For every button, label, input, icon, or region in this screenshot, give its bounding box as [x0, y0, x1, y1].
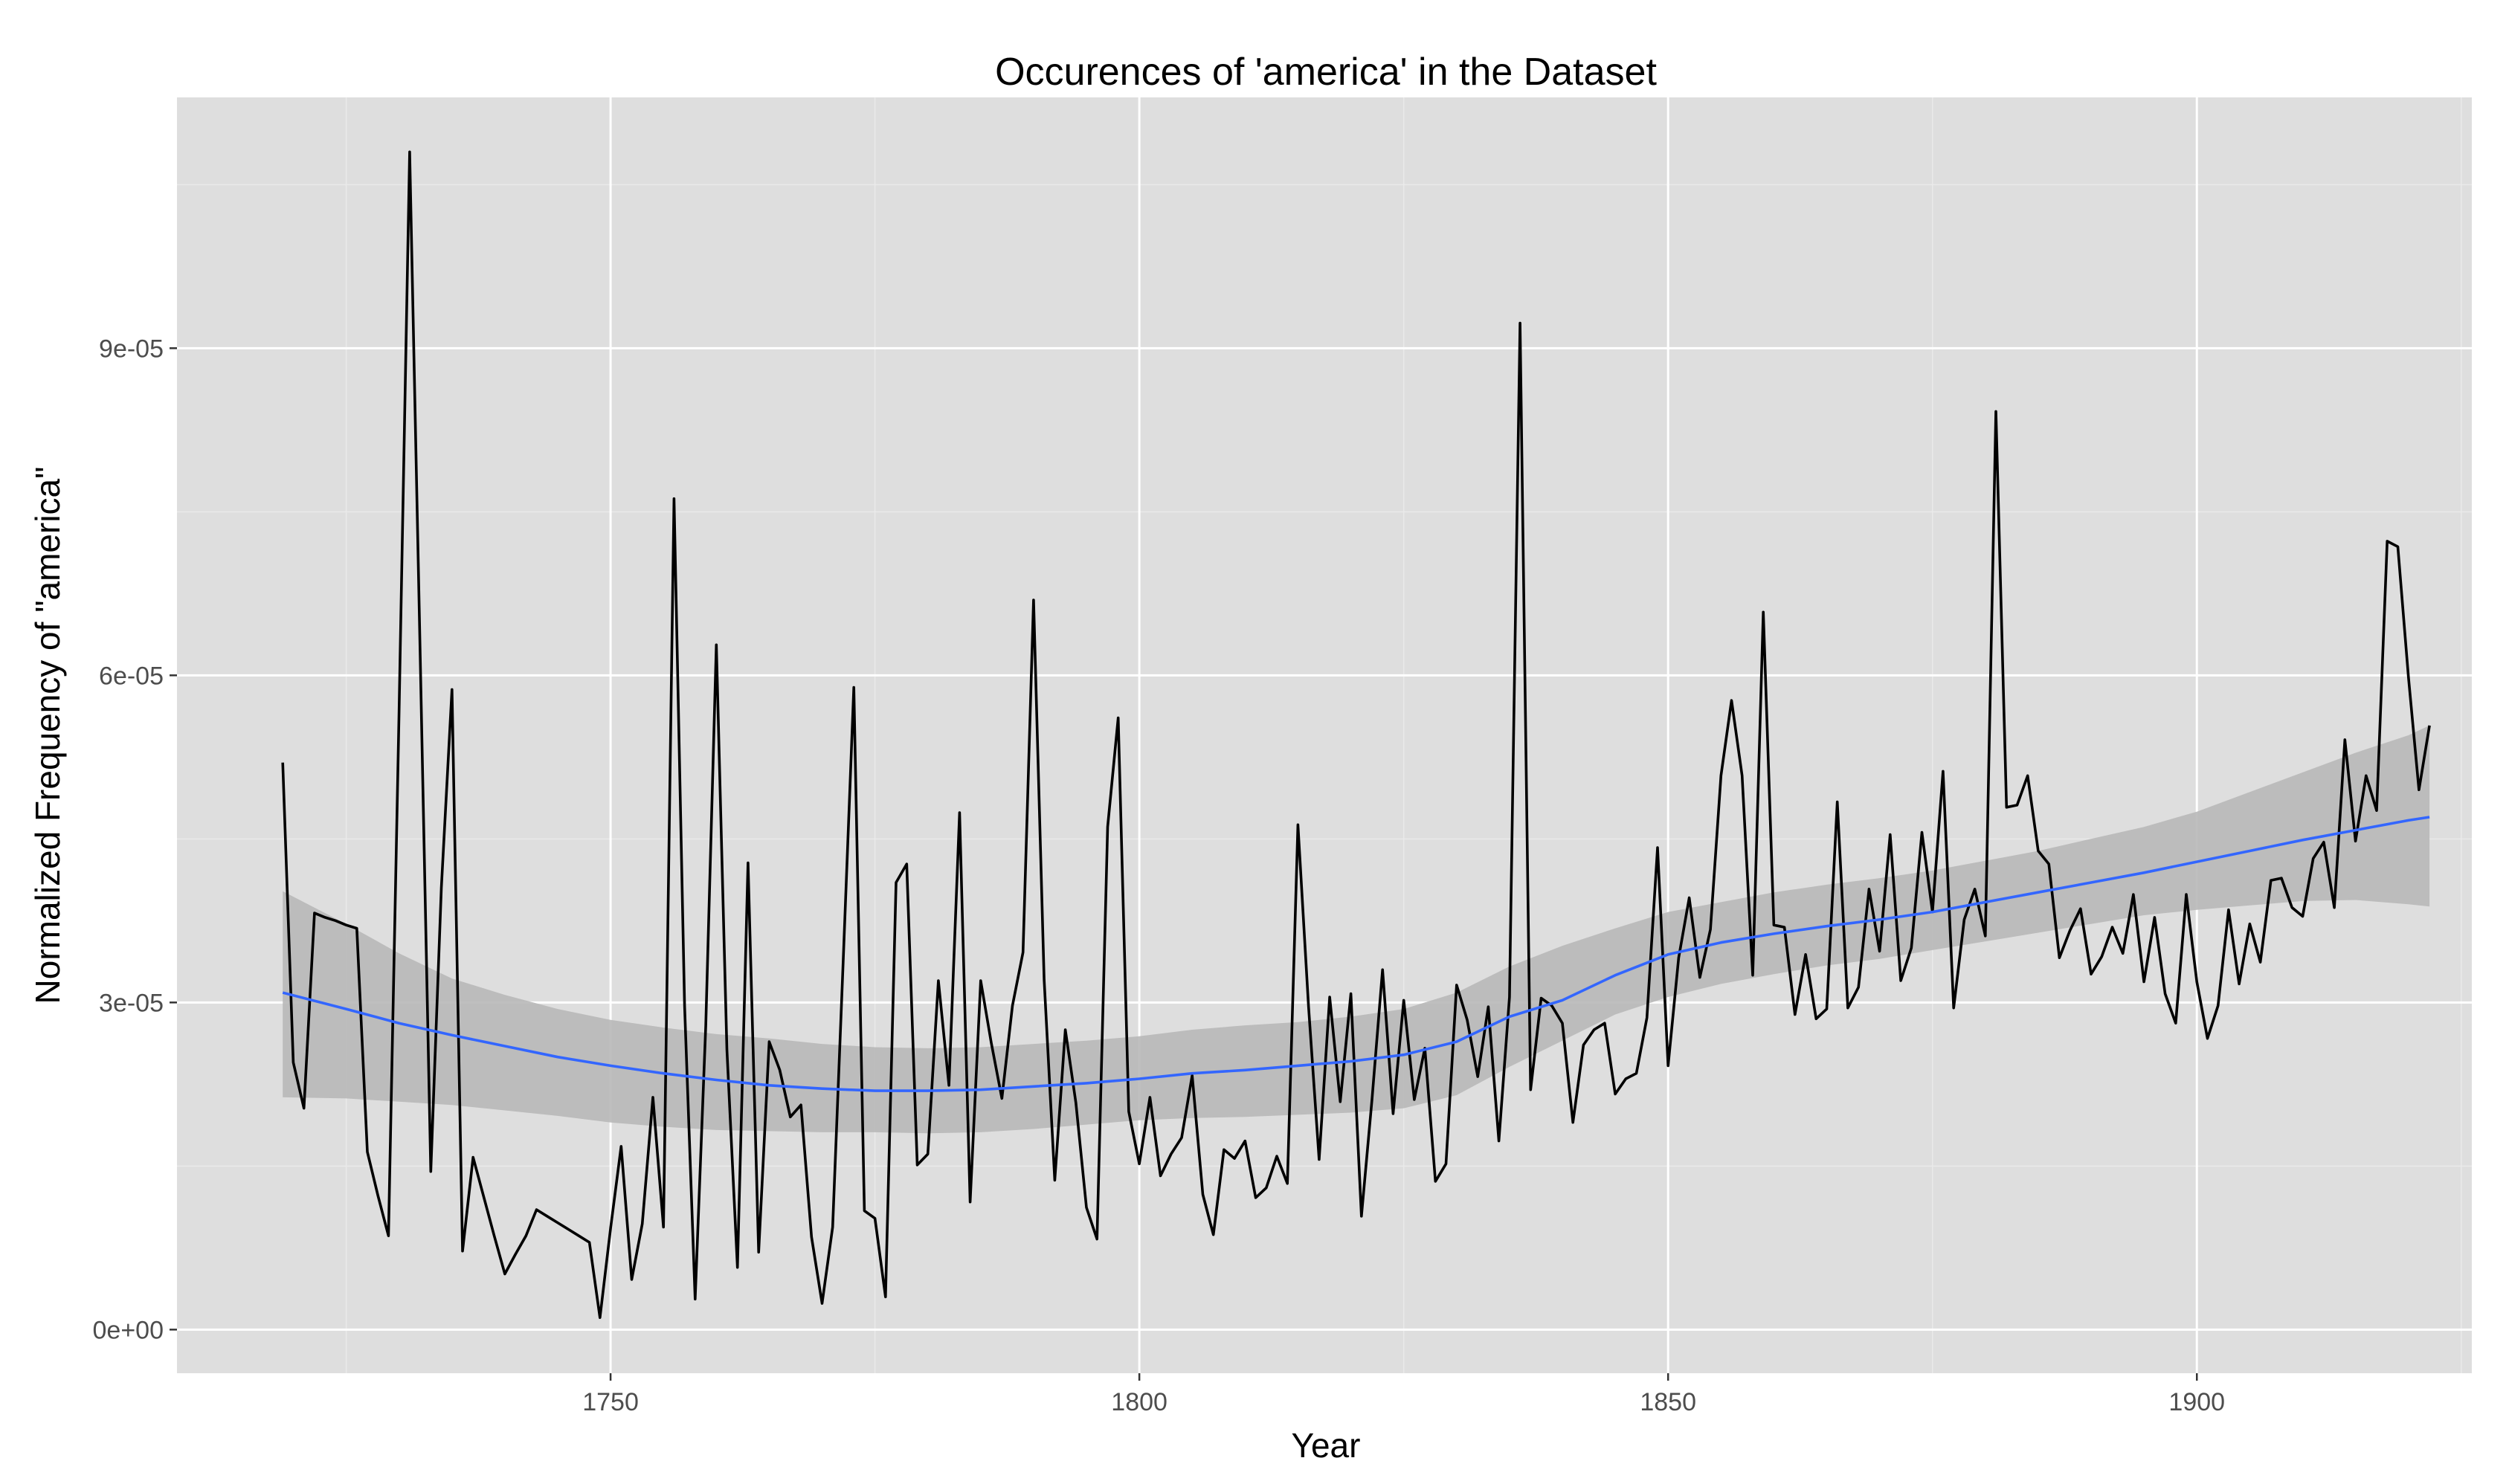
x-tick-label: 1850 — [1640, 1388, 1696, 1416]
series-line-layer — [281, 150, 2431, 1319]
x-tick-label: 1900 — [2168, 1388, 2225, 1416]
major-gridlines — [177, 97, 2472, 1373]
minor-gridlines — [177, 97, 2472, 1373]
x-axis-title: Year — [1292, 1426, 1361, 1465]
x-tick-label: 1750 — [582, 1388, 639, 1416]
plot-panel — [177, 97, 2472, 1373]
confidence-band-layer — [283, 725, 2430, 1134]
confidence-band — [283, 725, 2430, 1134]
y-tick-label: 3e-05 — [99, 989, 164, 1017]
y-axis-title: Normalized Frequency of "america" — [28, 467, 67, 1004]
x-tick-label: 1800 — [1111, 1388, 1167, 1416]
y-tick-label: 6e-05 — [99, 662, 164, 690]
chart-title: Occurences of 'america' in the Dataset — [995, 51, 1657, 94]
y-axis: 0e+00 3e-05 6e-05 9e-05 — [93, 335, 177, 1344]
smooth-line-layer — [282, 816, 2430, 1092]
series-line — [281, 150, 2431, 1319]
y-tick-label: 9e-05 — [99, 335, 164, 363]
smooth-trend-line — [282, 816, 2430, 1092]
y-tick-label: 0e+00 — [93, 1316, 164, 1344]
x-axis: 1750 1800 1850 1900 — [582, 1373, 2225, 1416]
